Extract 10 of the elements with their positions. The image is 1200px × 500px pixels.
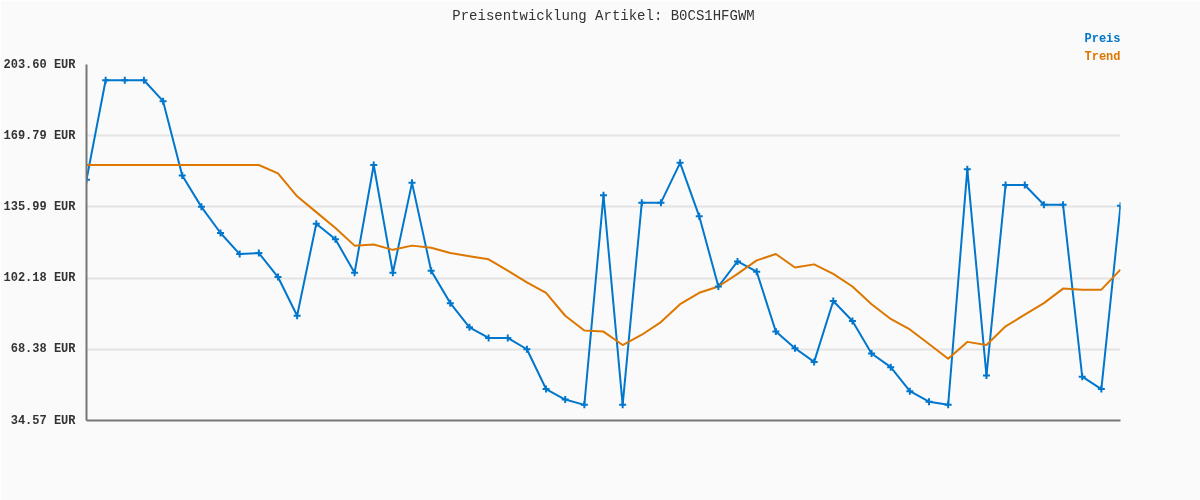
text: Preis xyxy=(1084,31,1121,46)
y-tick-label: 135.99 EUR xyxy=(3,199,77,214)
y-tick-label: 68.38 EUR xyxy=(10,342,77,357)
chart-title: Preisentwicklung Artikel: B0CS1HFGWM xyxy=(452,7,755,24)
line-series xyxy=(86,163,1121,360)
y-tick-label: 102.18 EUR xyxy=(3,271,77,286)
y-tick-label: 203.60 EUR xyxy=(3,57,77,72)
text: Trend xyxy=(1084,49,1121,64)
y-tick-label: 169.79 EUR xyxy=(3,128,77,143)
y-tick-label: 34.57 EUR xyxy=(10,413,77,428)
